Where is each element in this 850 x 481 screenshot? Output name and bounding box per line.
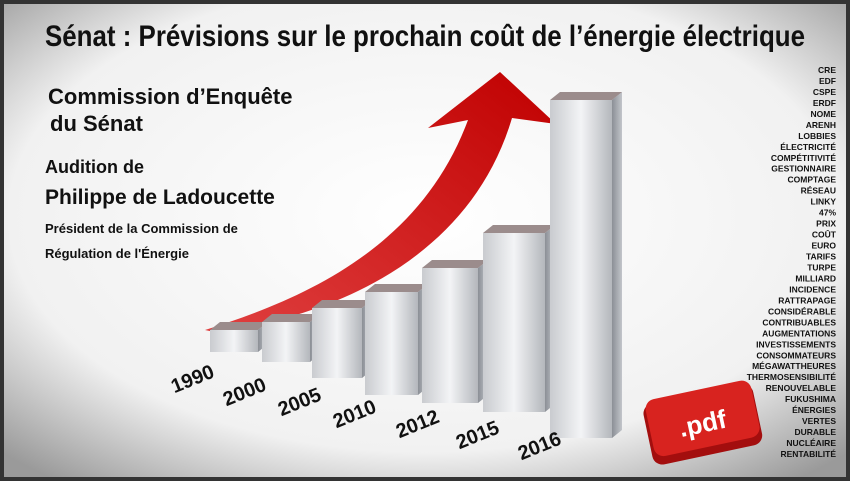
keyword: VERTES <box>802 416 836 426</box>
keyword: ÉNERGIES <box>792 405 836 415</box>
box-top <box>262 314 320 322</box>
keyword: GESTIONNAIRE <box>771 164 836 174</box>
keyword: CSPE <box>813 87 836 97</box>
keyword: COÛT <box>812 229 837 240</box>
keyword: COMPTAGE <box>788 175 837 185</box>
keyword: TURPE <box>807 262 836 272</box>
keyword: EDF <box>819 76 836 86</box>
keyword: ERDF <box>813 98 836 108</box>
keyword: MÉGAWATTHEURES <box>752 361 836 371</box>
keyword: EURO <box>811 241 836 251</box>
keyword: THERMOSENSIBILITÉ <box>747 372 837 382</box>
audition-name: Philippe de Ladoucette <box>45 186 275 209</box>
box-top <box>422 260 488 268</box>
keyword: MILLIARD <box>795 273 836 283</box>
audition-intro: Audition de <box>45 157 144 177</box>
box-top <box>550 92 622 100</box>
box-front <box>262 322 310 362</box>
bars <box>210 92 622 438</box>
box-side <box>612 92 622 438</box>
keyword: CONSIDÉRABLE <box>768 306 836 316</box>
keyword: TARIFS <box>806 252 836 262</box>
audition-role: Président de la Commission de <box>45 221 238 236</box>
keyword: RENTABILITÉ <box>780 449 836 459</box>
title: Sénat : Prévisions sur le prochain coût … <box>45 20 805 53</box>
box-front <box>422 268 478 403</box>
box-front <box>550 100 612 438</box>
box-front <box>483 233 545 412</box>
pdf-icon: .pdf <box>643 380 763 465</box>
keyword: AUGMENTATIONS <box>762 328 836 338</box>
keyword: INCIDENCE <box>789 284 836 294</box>
commission: Commission d’Enquête <box>48 84 292 109</box>
box-front <box>312 308 362 378</box>
keyword: RATTRAPAGE <box>778 295 836 305</box>
keyword: LOBBIES <box>798 131 836 141</box>
box-top <box>483 225 555 233</box>
box-front <box>365 292 418 395</box>
keyword: CONSOMMATEURS <box>756 350 836 360</box>
keyword: RÉSEAU <box>801 186 836 196</box>
keyword: INVESTISSEMENTS <box>756 339 836 349</box>
audition-role: Régulation de l'Énergie <box>45 246 189 261</box>
keyword: 47% <box>819 208 836 218</box>
keyword: ARENH <box>806 120 836 130</box>
keyword: COMPÉTITIVITÉ <box>771 153 837 163</box>
keyword: FUKUSHIMA <box>785 394 836 404</box>
keyword: ÉLECTRICITÉ <box>780 142 836 152</box>
keyword: CONTRIBUABLES <box>762 317 836 327</box>
box-front <box>210 330 258 352</box>
keyword: LINKY <box>811 197 837 207</box>
keyword: RENOUVELABLE <box>766 383 837 393</box>
keyword: PRIX <box>816 219 836 229</box>
keyword: DURABLE <box>794 427 836 437</box>
commission: du Sénat <box>50 111 144 136</box>
keyword: NUCLÉAIRE <box>786 438 836 448</box>
box-top <box>312 300 372 308</box>
keyword: CRE <box>818 65 836 75</box>
box-top <box>365 284 428 292</box>
keyword: NOME <box>811 109 837 119</box>
trend-arrow <box>205 72 556 332</box>
box-top <box>210 322 268 330</box>
